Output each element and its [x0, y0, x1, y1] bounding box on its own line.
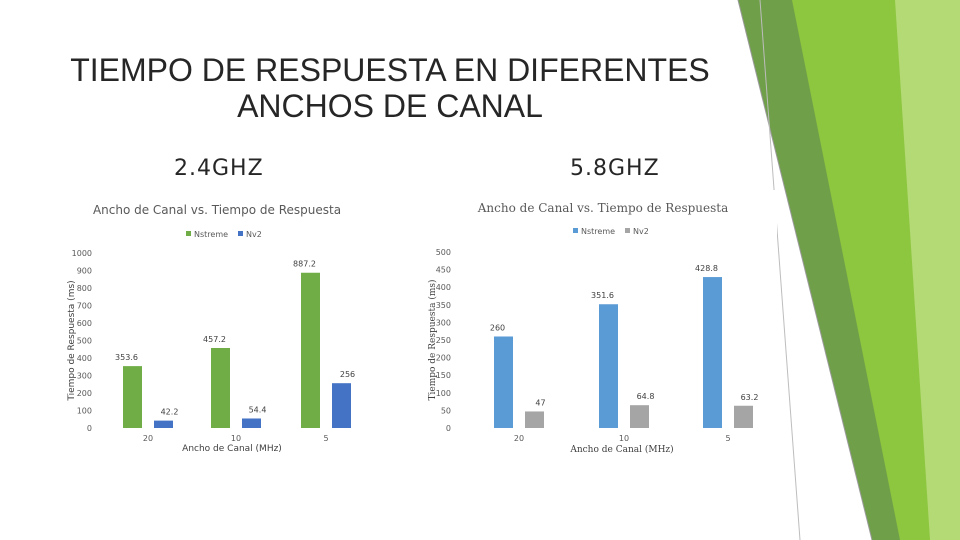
y-axis-label: Tiempo de Respuesta (ms): [427, 280, 438, 401]
legend-label-nv2: Nv2: [246, 230, 262, 239]
subtitle-2-4ghz: 2.4GHZ: [174, 156, 264, 181]
bar-nv2-20: [525, 411, 544, 428]
y-tick-label: 400: [436, 283, 451, 292]
y-tick-label: 100: [77, 407, 92, 416]
data-label-nv2-10: 64.8: [637, 392, 655, 401]
data-label-nv2-20: 42.2: [161, 408, 179, 417]
decoration-line: [737, 0, 873, 540]
y-tick-label: 350: [436, 301, 451, 310]
data-label-nv2-5: 63.2: [741, 393, 759, 402]
legend-label-nstreme: Nstreme: [581, 227, 615, 236]
x-tick-label: 10: [231, 434, 241, 443]
data-label-nstreme-5: 428.8: [695, 264, 718, 273]
chart-2-4ghz: Ancho de Canal vs. Tiempo de Respuesta Ns…: [62, 190, 422, 468]
y-tick-label: 1000: [72, 249, 92, 258]
y-tick-label: 300: [436, 318, 451, 327]
y-tick-label: 0: [87, 424, 92, 433]
data-label-nv2-20: 47: [535, 398, 545, 407]
bar-nv2-20: [154, 420, 173, 428]
data-label-nstreme-5: 887.2: [293, 260, 316, 269]
bar-nv2-5: [332, 383, 351, 428]
data-label-nv2-5: 256: [340, 370, 355, 379]
bar-nstreme-20: [123, 366, 142, 428]
data-label-nstreme-10: 351.6: [591, 291, 614, 300]
chart-5-8ghz-svg: Ancho de Canal vs. Tiempo de Respuesta Ns…: [427, 201, 759, 455]
bar-nv2-5: [734, 405, 753, 428]
x-tick-label: 5: [323, 434, 328, 443]
data-label-nstreme-20: 353.6: [115, 353, 138, 362]
y-tick-label: 50: [441, 406, 451, 415]
data-label-nstreme-10: 457.2: [203, 335, 226, 344]
y-tick-label: 100: [436, 389, 451, 398]
y-tick-label: 200: [436, 354, 451, 363]
decoration-band-light: [895, 0, 960, 540]
data-label-nstreme-20: 260: [490, 323, 505, 332]
x-axis-label: Ancho de Canal (MHz): [182, 444, 282, 454]
bar-nstreme-5: [301, 272, 320, 428]
legend-label-nstreme: Nstreme: [194, 230, 228, 239]
y-tick-label: 800: [77, 284, 92, 293]
subtitle-5-8ghz: 5.8GHZ: [570, 156, 660, 181]
chart-title: Ancho de Canal vs. Tiempo de Respuesta: [477, 201, 729, 215]
y-tick-label: 500: [77, 337, 92, 346]
x-tick-label: 20: [514, 434, 524, 443]
y-tick-label: 0: [446, 424, 451, 433]
slide-title: TIEMPO DE RESPUESTA EN DIFERENTES ANCHOS…: [0, 52, 780, 124]
chart-2-4ghz-svg: Ancho de Canal vs. Tiempo de Respuesta Ns…: [67, 203, 355, 454]
bar-nstreme-10: [599, 304, 618, 428]
data-label-nv2-10: 54.4: [249, 405, 267, 414]
y-tick-label: 250: [436, 336, 451, 345]
y-tick-label: 600: [77, 319, 92, 328]
y-tick-label: 700: [77, 302, 92, 311]
decoration-line: [759, 0, 801, 540]
y-tick-label: 200: [77, 389, 92, 398]
x-axis-label: Ancho de Canal (MHz): [569, 444, 673, 455]
y-tick-label: 400: [77, 354, 92, 363]
y-tick-label: 500: [436, 248, 451, 257]
bar-nstreme-20: [494, 336, 513, 428]
bar-nstreme-5: [703, 277, 722, 428]
y-tick-label: 300: [77, 372, 92, 381]
x-tick-label: 10: [619, 434, 629, 443]
slide-title-line-1: TIEMPO DE RESPUESTA EN DIFERENTES: [70, 52, 710, 88]
slide-title-line-2: ANCHOS DE CANAL: [237, 88, 543, 124]
bar-nv2-10: [242, 418, 261, 428]
legend-swatch-nv2: [238, 231, 243, 236]
y-tick-label: 900: [77, 267, 92, 276]
x-tick-label: 5: [725, 434, 730, 443]
bar-nv2-10: [630, 405, 649, 428]
legend-label-nv2: Nv2: [633, 227, 649, 236]
legend-swatch-nstreme: [573, 228, 578, 233]
legend-swatch-nv2: [625, 228, 630, 233]
chart-title: Ancho de Canal vs. Tiempo de Respuesta: [93, 203, 341, 217]
chart-5-8ghz: Ancho de Canal vs. Tiempo de Respuesta Ns…: [417, 190, 777, 468]
y-tick-label: 150: [436, 371, 451, 380]
y-tick-label: 450: [436, 266, 451, 275]
y-axis-label: Tiempo de Respuesta (ms): [67, 280, 77, 401]
legend-swatch-nstreme: [186, 231, 191, 236]
bar-nstreme-10: [211, 347, 230, 428]
x-tick-label: 20: [143, 434, 153, 443]
